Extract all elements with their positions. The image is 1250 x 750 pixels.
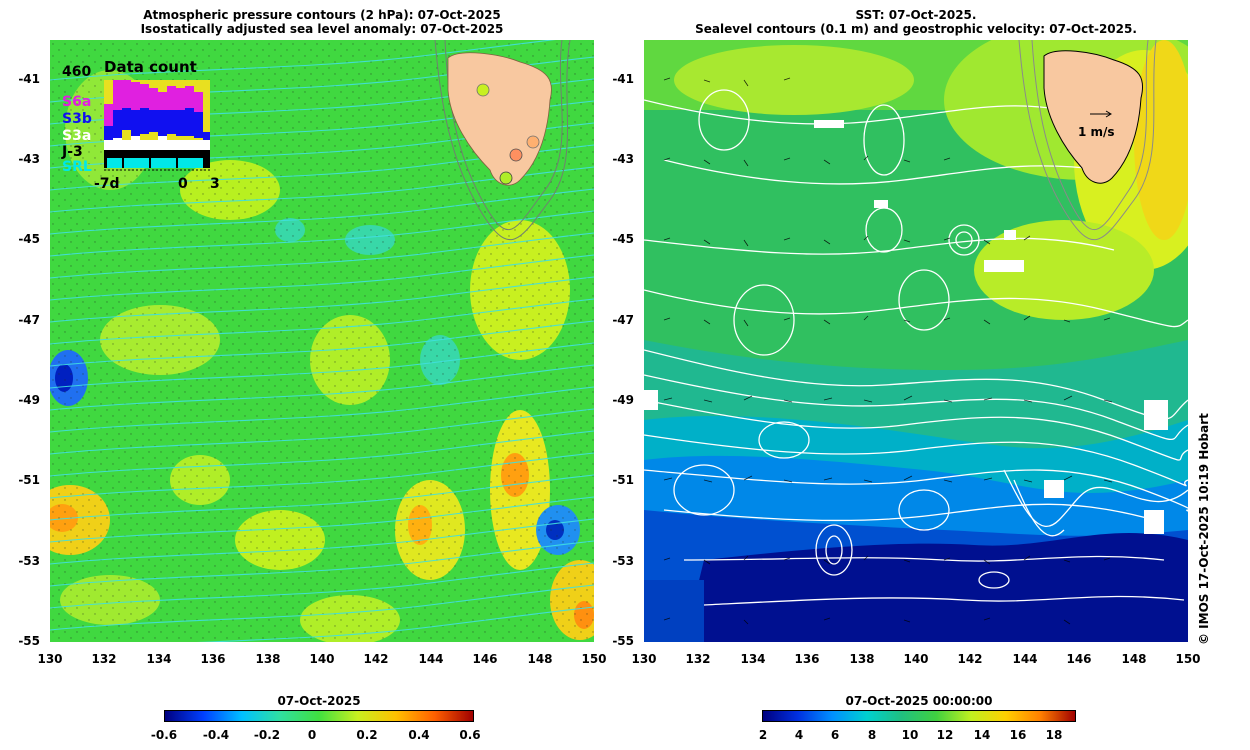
mission-label-j3: J-3 [62,144,83,160]
ssla-colorbar-tick: 0.6 [459,728,481,742]
data-count-max-label: 460 [62,64,92,80]
left-x-tick: 144 [418,652,444,666]
left-x-tick: 136 [200,652,226,666]
right-x-tick: 142 [957,652,983,666]
velocity-scale-label: 1 m/s [1078,125,1115,139]
right-x-tick: 132 [685,652,711,666]
bathymetry-contours-left [434,40,571,241]
left-x-tick: 134 [146,652,172,666]
velocity-scale [1090,110,1112,118]
right-x-tick: 148 [1121,652,1147,666]
ssla-colorbar-tick: 0.4 [408,728,430,742]
tasmania-land-right [1043,50,1144,184]
tide-gauge-marker[interactable] [476,83,490,97]
sst-colorbar-tick: 12 [936,728,954,742]
tide-gauge-marker[interactable] [509,148,523,162]
right-x-tick: 134 [740,652,766,666]
right-title-line1: SST: 07-Oct-2025. [855,8,977,22]
right-y-tick: -41 [612,72,634,86]
ssla-map[interactable] [50,40,594,642]
sst-colorbar-tick: 16 [1009,728,1027,742]
left-y-tick: -41 [18,72,40,86]
sealevel-contours [644,89,1188,606]
left-y-tick: -47 [18,313,40,327]
left-y-tick: -51 [18,473,40,487]
sst-colorbar-tick: 14 [973,728,991,742]
right-y-tick: -45 [612,232,634,246]
right-panel-title: SST: 07-Oct-2025. Sealevel contours (0.1… [644,8,1188,36]
left-title-line2: Isostatically adjusted sea level anomaly… [140,22,504,36]
data-count-inset: 460 Data count S6a S3b S3a J-3 SRL -7d 0… [60,58,222,192]
mission-label-srl: SRL [62,159,92,175]
sst-map[interactable]: 1 m/s [644,40,1188,642]
right-title-line2: Sealevel contours (0.1 m) and geostrophi… [695,22,1137,36]
ssla-colorbar-tick: 0.2 [356,728,378,742]
data-count-x-start: -7d [94,176,120,192]
ssla-colorbar-title: 07-Oct-2025 [277,694,361,708]
sst-colorbar-tick: 2 [758,728,768,742]
right-y-tick: -47 [612,313,634,327]
mission-label-s3b: S3b [62,111,92,127]
left-y-tick: -55 [18,634,40,648]
ssla-colorbar-tick: -0.2 [253,728,281,742]
bathymetry-contours-right [1018,40,1157,241]
data-count-x-end: 3 [210,176,220,192]
data-count-bars [104,80,210,171]
left-x-tick: 140 [309,652,335,666]
sst-colorbar-tick: 4 [794,728,804,742]
left-y-tick: -49 [18,393,40,407]
tide-gauge-marker[interactable] [526,135,540,149]
copyright-label: © IMOS 17-Oct-2025 10:19 Hobart [1197,413,1211,645]
right-x-tick: 144 [1012,652,1038,666]
left-x-tick: 142 [363,652,389,666]
right-y-tick: -53 [612,554,634,568]
left-x-tick: 138 [255,652,281,666]
right-x-tick: 136 [794,652,820,666]
right-x-tick: 130 [631,652,657,666]
left-y-tick: -45 [18,232,40,246]
sst-colorbar-tick: 6 [830,728,840,742]
sst-colorbar-tick: 18 [1045,728,1063,742]
mission-label-s6a: S6a [62,94,92,110]
tide-gauge-marker[interactable] [499,171,513,185]
sst-colorbar [762,710,1076,722]
right-x-tick: 138 [849,652,875,666]
ssla-colorbar [164,710,474,722]
left-x-tick: 130 [37,652,63,666]
right-x-tick: 146 [1066,652,1092,666]
ssla-colorbar-tick: -0.6 [150,728,178,742]
data-count-title: Data count [104,58,197,76]
data-count-histogram [104,80,210,171]
right-x-tick: 140 [903,652,929,666]
left-title-line1: Atmospheric pressure contours (2 hPa): 0… [143,8,501,22]
sst-colorbar-tick: 8 [867,728,877,742]
left-x-tick: 148 [527,652,553,666]
ssla-colorbar-tick: 0 [307,728,317,742]
mission-label-s3a: S3a [62,128,92,144]
sst-colorbar-title: 07-Oct-2025 00:00:00 [845,694,993,708]
left-y-tick: -43 [18,152,40,166]
left-y-tick: -53 [18,554,40,568]
right-y-tick: -49 [612,393,634,407]
left-x-tick: 150 [581,652,607,666]
left-x-tick: 132 [91,652,117,666]
ssla-map-svg [50,40,594,642]
ssla-colorbar-tick: -0.4 [202,728,230,742]
sst-map-svg: 1 m/s [644,40,1188,642]
left-x-tick: 146 [472,652,498,666]
tasmania-land-left [447,52,552,186]
right-y-tick: -51 [612,473,634,487]
data-count-x-zero: 0 [178,176,188,192]
sst-colorbar-tick: 10 [901,728,919,742]
geostrophic-velocity-arrows [663,77,1113,625]
right-y-tick: -55 [612,634,634,648]
left-panel-title: Atmospheric pressure contours (2 hPa): 0… [50,8,594,36]
right-x-tick: 150 [1175,652,1201,666]
right-y-tick: -43 [612,152,634,166]
